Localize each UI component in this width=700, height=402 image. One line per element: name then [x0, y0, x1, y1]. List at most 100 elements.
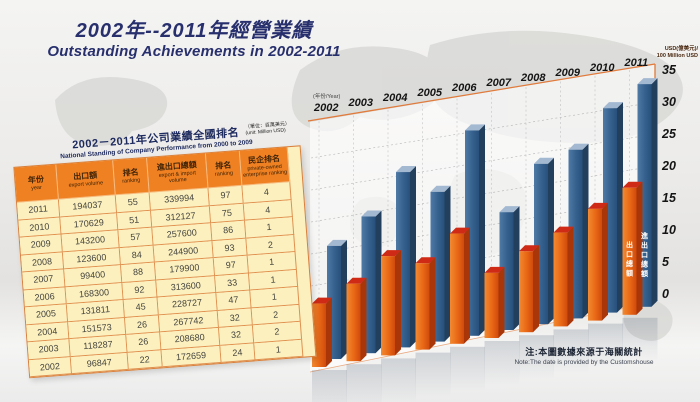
- bar-total-2005-side-face: [444, 185, 451, 342]
- bar-export-2006: [450, 233, 464, 344]
- bar-total-2008-top-face: [534, 157, 554, 164]
- bar-reflection: [622, 317, 658, 362]
- bar-export-2009-side-face: [567, 226, 574, 327]
- bar-export-2005: [415, 263, 430, 350]
- x-axis-line: [307, 63, 656, 122]
- y-tick-label: 30: [662, 95, 676, 109]
- bar-export-2003-top-face: [346, 277, 367, 284]
- table-header-cell: 年份 year: [14, 164, 59, 203]
- bar-total-2010-side-face: [617, 102, 623, 313]
- bar-export-2009-top-face: [553, 226, 574, 233]
- year-label-2003: 2003: [348, 97, 373, 109]
- bar-reflection: [450, 346, 485, 391]
- table-cell: 24: [220, 342, 256, 363]
- bar-total-2004-top-face: [396, 166, 416, 173]
- bar-reflection: [415, 352, 451, 397]
- header-label-en: ranking: [121, 176, 141, 185]
- bar-export-2004: [381, 256, 395, 356]
- bar-export-2005-top-face: [415, 257, 436, 264]
- y-tick-label: 15: [662, 191, 677, 205]
- bar-export-2003: [346, 283, 361, 362]
- year-label-2007: 2007: [486, 77, 512, 89]
- bar-export-2011: [622, 187, 637, 315]
- bar-total-2002-top-face: [327, 239, 347, 246]
- year-label-2006: 2006: [451, 82, 477, 94]
- page-title: 2002年--2011年經營業績 Outstanding Achievement…: [36, 20, 352, 60]
- bar-export-2007: [484, 272, 499, 338]
- bar-export-2009: [553, 232, 568, 327]
- bar-export-2006-top-face: [450, 227, 470, 234]
- table-header-cell: 民企排名 private-owned enterprise ranking: [239, 147, 291, 186]
- bar-reflection: [484, 341, 520, 385]
- bar-total-2011-side-face: [651, 78, 658, 307]
- bar-export-2008: [519, 251, 533, 333]
- map-continent-shape: [55, 76, 168, 146]
- bar-export-2002-side-face: [326, 297, 332, 367]
- table-cell: 172659: [161, 345, 222, 368]
- bar-export-2005-side-face: [429, 257, 436, 350]
- bar-total-2007-side-face: [513, 206, 520, 330]
- year-label-2004: 2004: [382, 92, 407, 104]
- table-header-cell: 排名 ranking: [113, 157, 150, 196]
- bar-export-2008-top-face: [519, 245, 539, 252]
- table-header-cell: 進出口總額 export & import volume: [147, 153, 209, 193]
- bar-total-2009-top-face: [568, 143, 589, 150]
- table-cell: 2002: [28, 356, 73, 378]
- year-label-2008: 2008: [520, 72, 546, 84]
- y-tick-label: 35: [662, 63, 677, 77]
- y-tick-label: 10: [662, 223, 676, 237]
- table-cell: 96847: [70, 352, 129, 375]
- bar-reflection: [381, 358, 416, 402]
- y-tick-label: 0: [662, 287, 669, 301]
- bar-reflection: [346, 364, 382, 402]
- bar-total-2003-top-face: [361, 210, 382, 217]
- bar-total-2011-top-face: [637, 78, 658, 85]
- bar-export-2008-side-face: [533, 245, 539, 333]
- legend-total-label: 進出口總額: [640, 231, 648, 278]
- year-label-2005: 2005: [417, 87, 443, 99]
- footnote: 注:本圖數據來源于海關統計 Note:The date is provided …: [476, 345, 692, 366]
- bar-export-2003-side-face: [360, 277, 367, 362]
- bar-export-2002-top-face: [312, 297, 332, 304]
- bar-total-2002-side-face: [341, 239, 347, 359]
- bar-export-2006-side-face: [464, 227, 470, 344]
- table-header-cell: 排名 ranking: [205, 150, 243, 189]
- table-cell: 1: [254, 339, 304, 361]
- bar-reflection: [312, 370, 347, 402]
- page-title-en: Outstanding Achievements in 2002-2011: [47, 43, 341, 60]
- footnote-en: Note:The date is provided by the Customs…: [514, 359, 654, 366]
- bar-export-2007-side-face: [498, 266, 505, 338]
- bar-total-2005-top-face: [430, 185, 451, 192]
- y-tick-label: 5: [662, 255, 670, 269]
- page-title-zh: 2002年--2011年經營業績: [75, 20, 313, 42]
- bar-total-2009-side-face: [582, 143, 589, 319]
- y-tick-label: 20: [661, 159, 676, 173]
- header-label-en: ranking: [214, 170, 234, 178]
- bar-reflection: [588, 323, 623, 368]
- bar-export-2011-side-face: [636, 181, 643, 315]
- bar-reflection: [519, 335, 554, 380]
- year-label-2002: 2002: [313, 102, 338, 114]
- table-cell: 22: [127, 349, 163, 370]
- bar-export-2007-top-face: [484, 266, 505, 273]
- bar-total-2004-side-face: [410, 166, 416, 348]
- bar-total-2008-side-face: [548, 157, 554, 325]
- bar-export-2010: [588, 208, 602, 321]
- footnote-zh: 注:本圖數據來源于海關統計: [525, 347, 643, 357]
- bar-total-2003-side-face: [375, 210, 382, 354]
- bar-total-2006-side-face: [479, 124, 485, 336]
- table-header-cell: 出口額 export volume: [56, 160, 116, 200]
- bar-export-2010-side-face: [602, 202, 608, 321]
- table-grid: 年份 year 出口額 export volume 排名 ranking 進出口總額 expo…: [13, 145, 317, 379]
- ranking-table: 2002－2011年公司業績全國排名 National Standing of …: [11, 119, 317, 379]
- y-axis-label-line2: 100 Million USD: [657, 53, 698, 59]
- y-tick-label: 25: [661, 127, 677, 141]
- bar-export-2010-top-face: [588, 202, 608, 209]
- year-label-2009: 2009: [555, 67, 581, 79]
- bar-total-2010-top-face: [603, 102, 623, 109]
- bar-total-2007-top-face: [499, 206, 520, 213]
- year-label-2010: 2010: [589, 62, 615, 74]
- bar-export-2004-top-face: [381, 250, 401, 257]
- year-label-2011: 2011: [624, 57, 649, 69]
- header-label-en: private-owned enterprise ranking: [242, 163, 288, 179]
